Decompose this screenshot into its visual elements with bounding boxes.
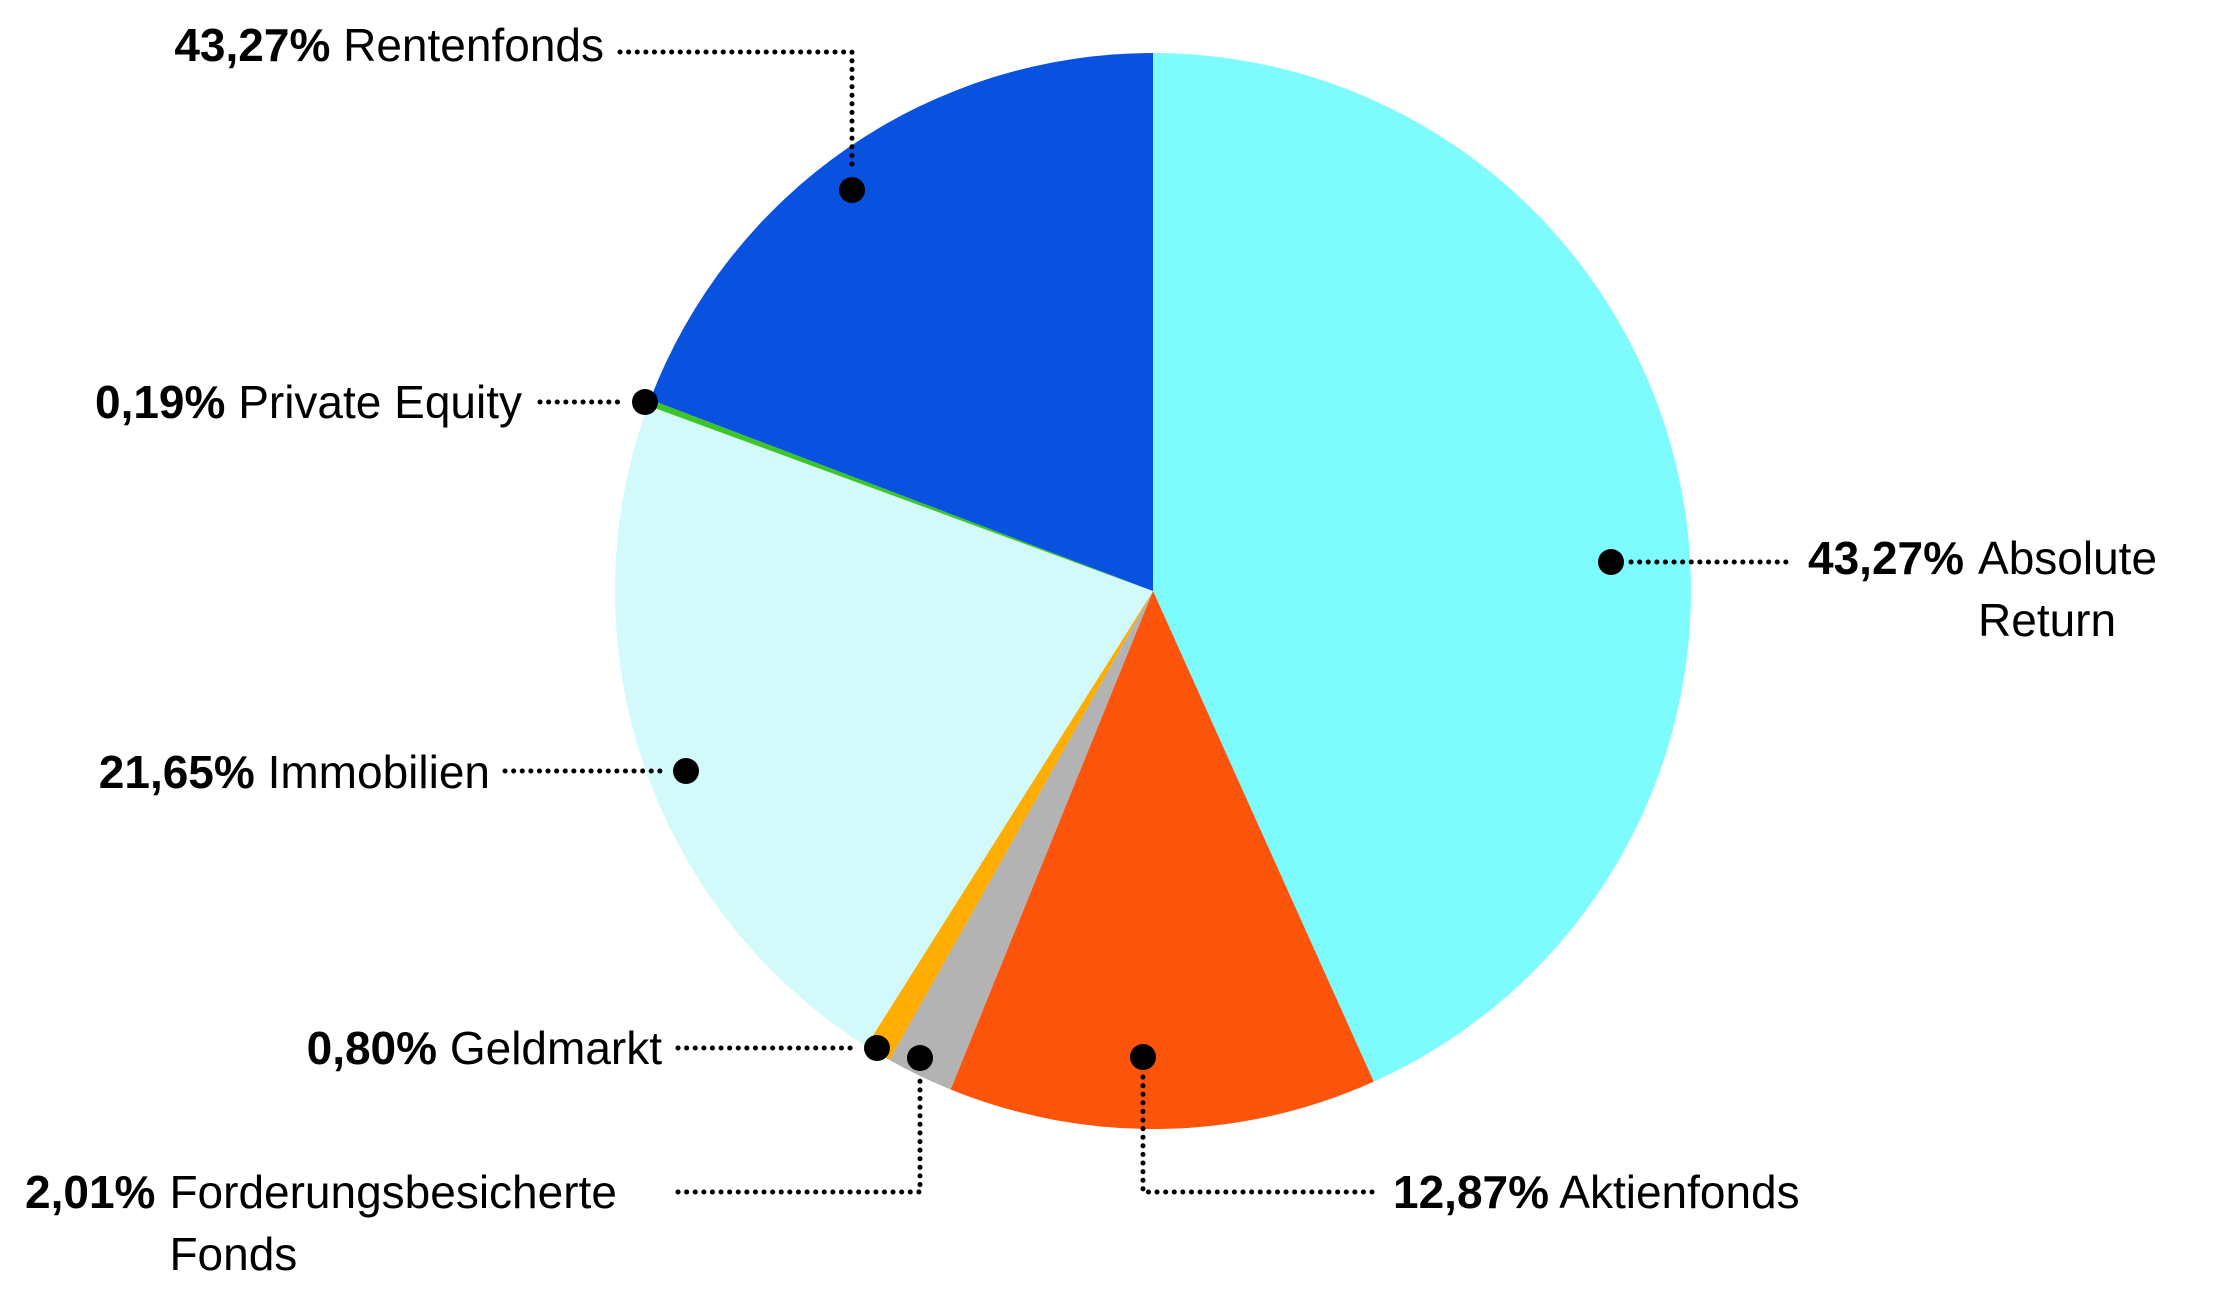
absolute-return-name: Absolute Return bbox=[1978, 532, 2158, 646]
marker-dot-aktienfonds bbox=[1130, 1044, 1156, 1070]
marker-dot-forderungsbesicherte-fonds bbox=[907, 1045, 933, 1071]
label-immobilien: 21,65% Immobilien bbox=[99, 742, 490, 802]
absolute-return-percent: 43,27% bbox=[1808, 532, 1965, 584]
label-absolute-return: 43,27% Absolute Return bbox=[1808, 527, 2198, 651]
geldmarkt-name: Geldmarkt bbox=[449, 1022, 662, 1074]
label-private-equity: 0,19% Private Equity bbox=[95, 372, 522, 432]
aktienfonds-name: Aktienfonds bbox=[1559, 1166, 1800, 1218]
geldmarkt-percent: 0,80% bbox=[306, 1022, 438, 1074]
marker-dot-geldmarkt bbox=[864, 1035, 890, 1061]
pie-slice-geldmarkt bbox=[866, 591, 1153, 1060]
forderungsbesicherte-fonds-name: Forderungsbesicherte Fonds bbox=[169, 1166, 617, 1280]
label-rentenfonds: 43,27% Rentenfonds bbox=[174, 15, 604, 75]
marker-dot-immobilien bbox=[673, 758, 699, 784]
rentenfonds-percent: 43,27% bbox=[174, 19, 331, 71]
marker-dot-absolute-return bbox=[1598, 549, 1624, 575]
label-geldmarkt: 0,80% Geldmarkt bbox=[307, 1018, 662, 1078]
pie-slices bbox=[614, 53, 1691, 1129]
label-aktienfonds: 12,87% Aktienfonds bbox=[1393, 1162, 1800, 1222]
immobilien-percent: 21,65% bbox=[98, 746, 255, 798]
marker-dot-rentenfonds bbox=[839, 177, 865, 203]
label-forderungsbesicherte-fonds: 2,01% Forderungsbesicherte Fonds bbox=[25, 1161, 659, 1285]
leader-forderungsbesicherte-fonds bbox=[675, 1075, 923, 1195]
leader-rentenfonds bbox=[617, 49, 855, 171]
private-equity-name: Private Equity bbox=[238, 376, 522, 428]
marker-dot-private-equity bbox=[632, 389, 658, 415]
pie-slice-aktienfonds bbox=[950, 591, 1374, 1129]
pie-slice-absolute-return bbox=[1153, 53, 1691, 1082]
forderungsbesicherte-fonds-percent: 2,01% bbox=[25, 1166, 156, 1218]
aktienfonds-percent: 12,87% bbox=[1393, 1166, 1550, 1218]
immobilien-name: Immobilien bbox=[267, 746, 490, 798]
pie-slice-forderungsbesicherte-fonds bbox=[889, 591, 1153, 1090]
rentenfonds-name: Rentenfonds bbox=[343, 19, 604, 71]
pie-slice-rentenfonds bbox=[650, 53, 1153, 591]
pie-slice-private-equity bbox=[647, 399, 1153, 591]
pie-slice-immobilien bbox=[614, 405, 1153, 1047]
private-equity-percent: 0,19% bbox=[94, 376, 226, 428]
